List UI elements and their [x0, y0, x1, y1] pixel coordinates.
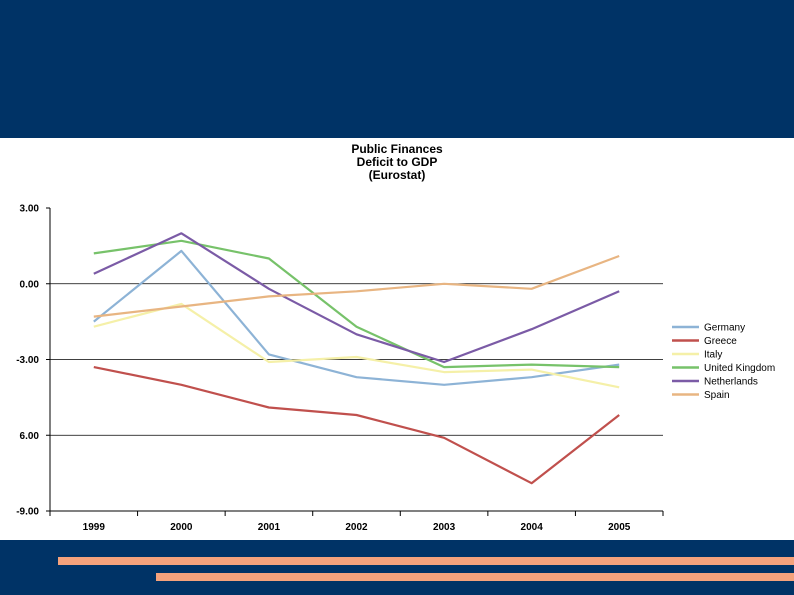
chart-title-line-1: Public Finances	[351, 142, 443, 156]
legend-label-united-kingdom: United Kingdom	[704, 363, 775, 374]
series-line-italy	[93, 302, 620, 389]
deficit-line-chart: Public Finances Deficit to GDP (Eurostat…	[16, 142, 775, 533]
legend-label-germany: Germany	[704, 323, 745, 334]
x-tick-label-2005: 2005	[608, 522, 631, 533]
series-line-netherlands	[93, 232, 620, 364]
series-line-germany	[93, 249, 620, 386]
legend-label-italy: Italy	[704, 350, 722, 361]
series-line-greece	[93, 366, 620, 485]
chart-title-line-2: Deficit to GDP	[357, 155, 438, 169]
footer-band	[0, 540, 794, 595]
x-tick-label-1999: 1999	[83, 522, 106, 533]
y-tick-label-0: 3.00	[20, 204, 40, 215]
x-tick-label-2000: 2000	[170, 522, 193, 533]
series-line-united-kingdom	[93, 239, 620, 369]
y-tick-label-1: 0.00	[20, 279, 40, 290]
legend-label-spain: Spain	[704, 390, 730, 401]
y-tick-label-2: -3.00	[16, 355, 39, 366]
footer-stripe-2	[156, 573, 794, 581]
y-tick-label-4: -9.00	[16, 507, 39, 518]
x-tick-label-2003: 2003	[433, 522, 456, 533]
y-tick-label-3: 6.00	[20, 431, 40, 442]
legend-label-greece: Greece	[704, 336, 737, 347]
footer-stripe-1	[58, 557, 794, 565]
header-band	[0, 0, 794, 138]
chart-title-line-3: (Eurostat)	[369, 168, 426, 182]
x-tick-label-2001: 2001	[258, 522, 281, 533]
x-tick-label-2002: 2002	[345, 522, 368, 533]
x-tick-label-2004: 2004	[521, 522, 544, 533]
series-line-spain	[93, 254, 620, 318]
legend-label-netherlands: Netherlands	[704, 377, 758, 388]
